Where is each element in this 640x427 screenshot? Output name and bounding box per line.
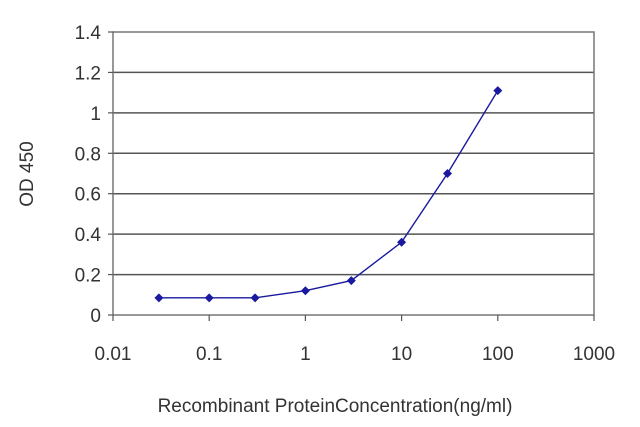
y-tick-label: 0.2 xyxy=(75,266,101,287)
data-point xyxy=(493,86,503,96)
series-line xyxy=(158,90,499,299)
y-tick-label: 1.4 xyxy=(75,23,102,44)
x-tick-label: 100 xyxy=(482,344,514,365)
y-tick-label: 1 xyxy=(90,104,101,125)
data-point xyxy=(250,293,260,303)
x-tick-label: 0.1 xyxy=(196,344,222,365)
data-point xyxy=(204,293,214,303)
y-tick-label: 0.4 xyxy=(75,225,102,246)
y-tick-label: 0.8 xyxy=(75,144,101,165)
data-point xyxy=(397,237,407,247)
series xyxy=(154,86,503,303)
y-tick-label: 0.6 xyxy=(75,185,101,206)
x-axis-ticks: 0.01 0.1 1 10 100 1000 xyxy=(95,315,615,365)
x-tick-label: 10 xyxy=(391,344,412,365)
data-point xyxy=(154,293,164,303)
plot-area xyxy=(112,31,595,316)
data-point xyxy=(300,286,310,296)
x-axis-title: Recombinant ProteinConcentration(ng/ml) xyxy=(158,396,513,417)
x-tick-label: 1 xyxy=(300,344,311,365)
data-point xyxy=(346,276,356,286)
y-tick-label: 1.2 xyxy=(75,63,101,84)
y-tick-label: 0 xyxy=(90,306,101,327)
gridlines xyxy=(113,71,594,276)
data-point xyxy=(442,169,452,178)
y-axis-title: OD 450 xyxy=(17,141,38,206)
y-axis-ticks: 0 0.2 0.4 0.6 0.8 1 1.2 1.4 xyxy=(75,23,113,327)
x-tick-label: 1000 xyxy=(573,344,615,365)
x-tick-label: 0.01 xyxy=(95,344,132,365)
